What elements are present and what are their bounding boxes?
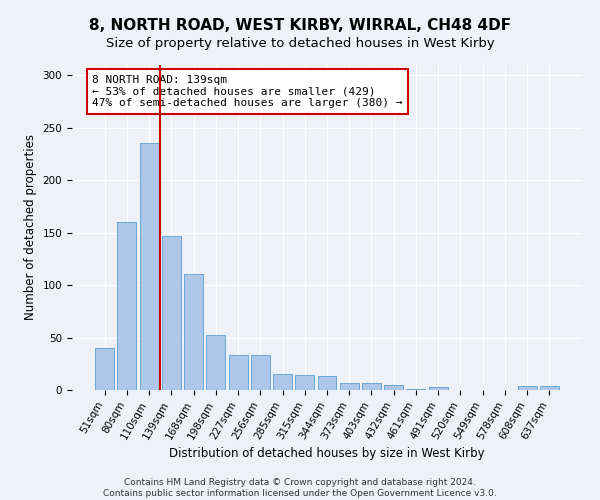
Bar xyxy=(184,274,203,390)
Bar xyxy=(251,356,270,390)
Bar xyxy=(384,385,403,390)
Bar xyxy=(295,376,314,390)
Bar xyxy=(406,389,425,390)
Bar xyxy=(229,356,248,390)
Bar xyxy=(340,382,359,390)
Bar xyxy=(162,236,181,390)
Text: 8 NORTH ROAD: 139sqm
← 53% of detached houses are smaller (429)
47% of semi-deta: 8 NORTH ROAD: 139sqm ← 53% of detached h… xyxy=(92,74,403,108)
X-axis label: Distribution of detached houses by size in West Kirby: Distribution of detached houses by size … xyxy=(169,447,485,460)
Text: Size of property relative to detached houses in West Kirby: Size of property relative to detached ho… xyxy=(106,38,494,51)
Bar xyxy=(95,348,114,390)
Bar xyxy=(317,376,337,390)
Bar xyxy=(118,222,136,390)
Bar xyxy=(429,387,448,390)
Bar xyxy=(518,386,536,390)
Bar xyxy=(206,336,225,390)
Bar xyxy=(540,386,559,390)
Bar xyxy=(273,374,292,390)
Text: Contains HM Land Registry data © Crown copyright and database right 2024.
Contai: Contains HM Land Registry data © Crown c… xyxy=(103,478,497,498)
Bar xyxy=(362,382,381,390)
Y-axis label: Number of detached properties: Number of detached properties xyxy=(24,134,37,320)
Bar xyxy=(140,142,158,390)
Text: 8, NORTH ROAD, WEST KIRBY, WIRRAL, CH48 4DF: 8, NORTH ROAD, WEST KIRBY, WIRRAL, CH48 … xyxy=(89,18,511,32)
